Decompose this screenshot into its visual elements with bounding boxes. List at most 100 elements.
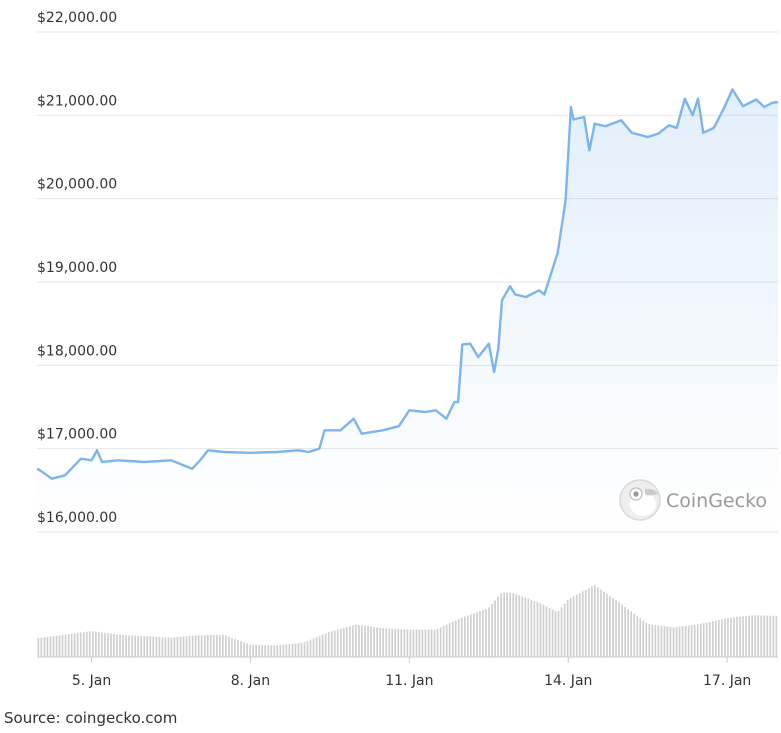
volume-bar [533, 601, 536, 657]
volume-bar [427, 629, 430, 657]
volume-bar [651, 624, 654, 657]
volume-bar [751, 615, 753, 657]
volume-bar [203, 635, 206, 657]
volume-bar [702, 623, 705, 657]
volume-bar [179, 636, 182, 657]
volume-bar [627, 609, 629, 657]
volume-bar [500, 593, 502, 657]
price-area [36, 88, 779, 532]
volume-bar [394, 628, 397, 657]
volume-bar [107, 633, 109, 657]
volume-bar [152, 636, 155, 657]
volume-bar [92, 631, 94, 657]
volume-bar [70, 633, 73, 657]
volume-bar [639, 618, 642, 657]
volume-bar [382, 628, 384, 657]
volume-bar [548, 608, 551, 657]
volume-bars [37, 585, 778, 658]
volume-bar [690, 625, 693, 657]
volume-bar [234, 638, 236, 657]
volume-bar [282, 644, 285, 657]
x-tick-label: 17. Jan [703, 673, 751, 689]
volume-bar [699, 623, 702, 657]
volume-bar [451, 621, 454, 657]
watermark-text: CoinGecko [666, 490, 767, 512]
volume-bar [113, 634, 115, 657]
volume-bar [433, 629, 436, 657]
volume-bar [288, 644, 291, 657]
volume-bar [110, 633, 112, 657]
volume-bar [584, 589, 587, 657]
volume-bar [376, 627, 378, 657]
volume-bar [370, 626, 372, 657]
volume-bar [588, 588, 590, 657]
volume-bar [219, 634, 221, 657]
volume-bar [43, 637, 46, 657]
volume-bar [67, 634, 70, 657]
volume-bar [312, 638, 315, 657]
volume-bar [255, 644, 257, 657]
volume-bar [155, 636, 158, 657]
volume-bar [373, 627, 375, 657]
volume-bar [134, 635, 136, 657]
volume-bar [164, 637, 167, 657]
volume-bar [88, 631, 91, 657]
volume-bar [542, 604, 545, 657]
coingecko-gecko-icon [619, 479, 661, 521]
volume-bar [303, 642, 306, 657]
volume-bar [206, 635, 209, 657]
volume-bar [397, 629, 400, 657]
x-axis: 5. Jan 8. Jan 11. Jan 14. Jan 17. Jan [72, 657, 751, 689]
volume-bar [708, 621, 711, 657]
volume-bar [140, 635, 142, 657]
volume-bar [742, 616, 744, 657]
volume-bar [146, 636, 149, 657]
volume-bar [712, 621, 714, 657]
volume-bar [85, 631, 88, 657]
volume-bar [300, 642, 303, 657]
volume-bar [687, 625, 690, 657]
volume-bar [457, 619, 460, 657]
volume-bar [721, 619, 723, 657]
volume-bar [518, 595, 521, 657]
volume-bar [439, 627, 442, 657]
volume-bar [200, 635, 203, 657]
volume-bar [285, 644, 288, 657]
volume-bar [772, 615, 775, 657]
volume-bar [618, 602, 620, 657]
volume-bar [527, 598, 530, 657]
volume-bar [530, 599, 533, 657]
volume-bar [603, 591, 605, 657]
volume-bar [621, 604, 623, 657]
volume-bar [324, 633, 327, 657]
volume-bar [476, 612, 478, 657]
volume-bar [509, 593, 511, 657]
volume-bar [482, 610, 484, 657]
volume-bar [412, 629, 415, 657]
volume-bar [361, 625, 363, 657]
x-tick-label: 8. Jan [231, 673, 270, 689]
volume-bar [473, 613, 475, 657]
volume-bar [264, 645, 266, 657]
volume-bar [391, 628, 394, 657]
coingecko-watermark: CoinGecko [619, 479, 767, 521]
volume-bar [485, 609, 487, 657]
volume-bar [379, 627, 381, 657]
volume-bar [209, 635, 212, 657]
volume-bar [55, 635, 58, 657]
volume-bar [358, 625, 360, 657]
volume-bar [464, 616, 466, 657]
volume-bar [182, 636, 185, 657]
volume-bar [246, 643, 248, 657]
volume-bar [470, 614, 472, 657]
volume-bar [660, 625, 663, 657]
volume-bar [279, 645, 282, 657]
volume-bar [594, 585, 596, 657]
volume-bar [170, 637, 173, 657]
volume-bar [52, 636, 55, 657]
volume-bar [49, 636, 52, 657]
volume-bar [122, 635, 124, 657]
volume-bar [400, 629, 403, 657]
volume-bar [261, 645, 263, 657]
volume-bar [158, 636, 161, 657]
